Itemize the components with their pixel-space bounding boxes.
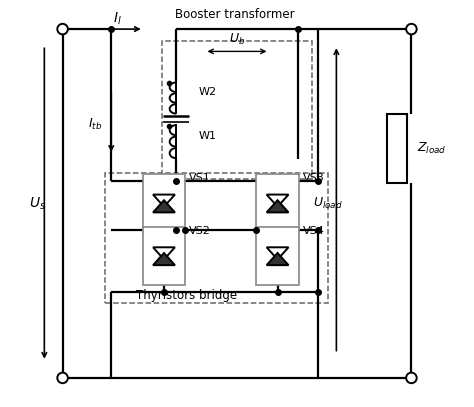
Text: $Z_{load}$: $Z_{load}$ bbox=[417, 141, 447, 156]
Text: VS2: VS2 bbox=[189, 226, 211, 236]
Bar bbox=[162, 41, 312, 179]
Polygon shape bbox=[266, 253, 289, 265]
Bar bbox=[256, 227, 299, 285]
Polygon shape bbox=[266, 247, 289, 260]
Bar bbox=[387, 114, 407, 183]
Text: $I_{tb}$: $I_{tb}$ bbox=[88, 117, 102, 132]
Polygon shape bbox=[266, 200, 289, 212]
Polygon shape bbox=[153, 247, 175, 260]
Text: VS3: VS3 bbox=[303, 173, 325, 183]
Text: W1: W1 bbox=[199, 131, 217, 140]
Text: $U_b$: $U_b$ bbox=[229, 32, 245, 47]
Text: $U_s$: $U_s$ bbox=[28, 195, 46, 212]
Polygon shape bbox=[266, 195, 289, 207]
Polygon shape bbox=[153, 200, 175, 212]
Text: VS4: VS4 bbox=[303, 226, 325, 236]
Text: W2: W2 bbox=[199, 87, 217, 97]
Text: Booster transformer: Booster transformer bbox=[175, 9, 295, 22]
Bar bbox=[143, 174, 185, 233]
Polygon shape bbox=[153, 195, 175, 207]
Text: $I_l$: $I_l$ bbox=[113, 11, 122, 27]
Bar bbox=[256, 174, 299, 233]
Text: Thyristors bridge: Thyristors bridge bbox=[136, 289, 237, 302]
Bar bbox=[143, 227, 185, 285]
Text: VS1: VS1 bbox=[189, 173, 211, 183]
Text: $U_{load}$: $U_{load}$ bbox=[313, 196, 343, 211]
Polygon shape bbox=[153, 253, 175, 265]
Bar bbox=[105, 173, 328, 303]
